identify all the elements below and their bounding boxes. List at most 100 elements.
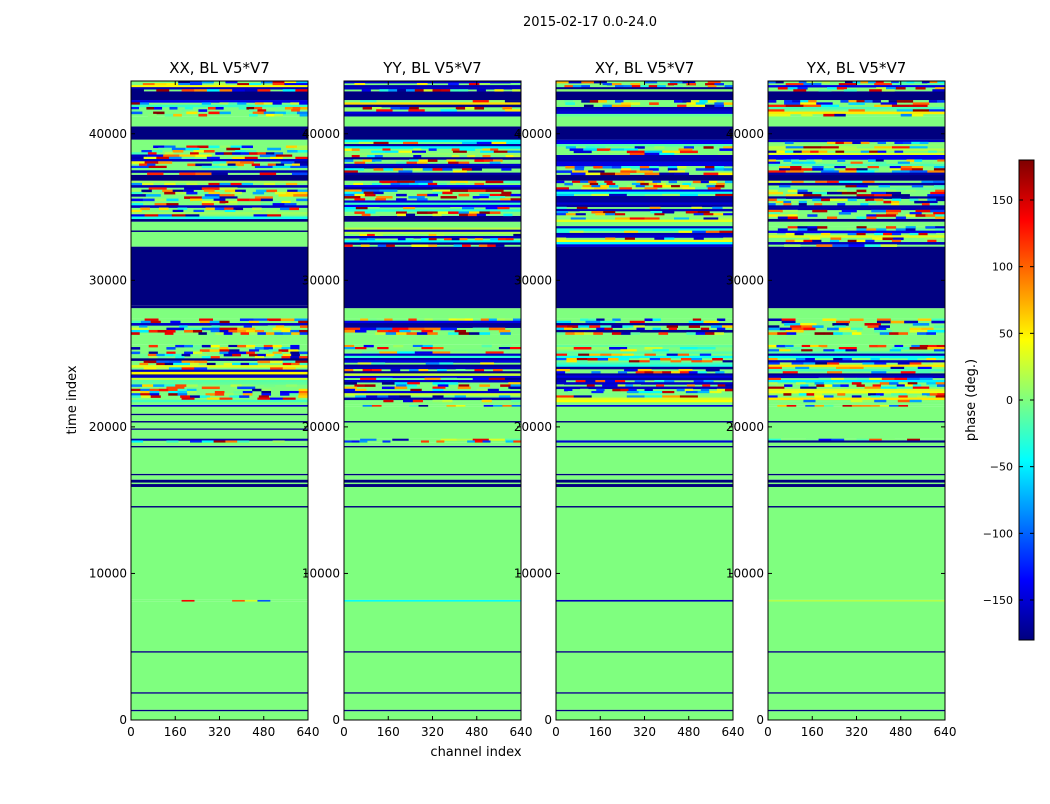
heatmap-band (344, 180, 521, 217)
x-tick-label: 640 (297, 725, 320, 739)
heatmap-band (556, 334, 733, 345)
heatmap-band (556, 139, 733, 176)
x-tick-label: 0 (127, 725, 135, 739)
heatmap-band (344, 601, 521, 652)
heatmap-image (556, 81, 733, 720)
heatmap-band (768, 482, 945, 485)
colorbar: −150 −100 −50 0 50 100 150 (983, 159, 1035, 641)
heatmap-band (556, 421, 733, 423)
heatmap-band (344, 479, 521, 483)
heatmap-band (768, 484, 945, 487)
heatmap-band (131, 415, 308, 422)
heatmap-band (344, 246, 521, 309)
heatmap-band (768, 479, 945, 483)
heatmap-band (131, 692, 308, 694)
colorbar-tick-label: 50 (999, 327, 1013, 340)
heatmap-band (556, 318, 733, 335)
x-tick-label: 640 (934, 725, 957, 739)
x-tick-label: 480 (889, 725, 912, 739)
x-tick-label: 0 (764, 725, 772, 739)
heatmap-band (556, 709, 733, 712)
heatmap-band (344, 139, 521, 176)
heatmap-band (556, 226, 733, 247)
heatmap-band (556, 180, 733, 199)
y-tick-label: 0 (332, 713, 340, 727)
heatmap-band (556, 198, 733, 222)
y-tick-label: 40000 (302, 127, 340, 141)
heatmap-band (556, 422, 733, 439)
plot-panels: XX, BL V5*V7 0 160 320 480 640 0 10000 20000 3000… (89, 59, 957, 739)
x-tick-label: 480 (465, 725, 488, 739)
heatmap-band (131, 221, 308, 231)
heatmap-image (768, 81, 945, 720)
heatmap-band (131, 100, 308, 117)
heatmap-band (344, 599, 521, 602)
heatmap-band (131, 126, 308, 140)
x-tick-label: 480 (677, 725, 700, 739)
heatmap-band (768, 406, 945, 422)
y-tick-label: 0 (756, 713, 764, 727)
heatmap-band (344, 651, 521, 653)
heatmap-band (556, 651, 733, 653)
heatmap-band (344, 422, 521, 439)
heatmap-band (131, 375, 308, 403)
heatmap-band (556, 475, 733, 480)
heatmap-band (768, 447, 945, 474)
heatmap-band (344, 445, 521, 448)
heatmap-band (556, 484, 733, 487)
heatmap-image (344, 81, 521, 720)
heatmap-band (768, 308, 945, 319)
heatmap-band (768, 91, 945, 101)
panel-2: XY, BL V5*V7 0 160 320 480 640 0 10000 20000 3000… (514, 59, 745, 739)
heatmap-band (344, 91, 521, 101)
heatmap-band (556, 693, 733, 710)
heatmap-band (768, 246, 945, 309)
heatmap-band (556, 601, 733, 652)
heatmap-band (556, 91, 733, 101)
heatmap-band (131, 507, 308, 600)
heatmap-band (131, 421, 308, 423)
heatmap-band (131, 447, 308, 474)
x-tick-label: 320 (633, 725, 656, 739)
heatmap-band (768, 473, 945, 476)
heatmap-band (768, 334, 945, 345)
heatmap-band (556, 486, 733, 507)
x-axis-label: channel index (430, 745, 521, 760)
heatmap-band (131, 599, 308, 602)
heatmap-band (131, 308, 308, 319)
heatmap-band (131, 413, 308, 416)
heatmap-band (768, 100, 945, 117)
heatmap-band (768, 180, 945, 220)
heatmap-band (131, 428, 308, 430)
heatmap-band (556, 473, 733, 476)
heatmap-band (556, 221, 733, 227)
heatmap-band (556, 438, 733, 443)
heatmap-band (768, 422, 945, 439)
heatmap-band (344, 116, 521, 127)
colorbar-label: phase (deg.) (964, 359, 979, 441)
y-tick-label: 20000 (302, 420, 340, 434)
heatmap-band (768, 218, 945, 222)
heatmap-band (131, 401, 308, 405)
heatmap-band (131, 693, 308, 710)
heatmap-band (344, 174, 521, 181)
heatmap-band (131, 442, 308, 446)
figure-suptitle: 2015-02-17 0.0-24.0 (523, 15, 657, 30)
heatmap-band (344, 475, 521, 480)
heatmap-band (556, 116, 733, 127)
heatmap-band (768, 139, 945, 176)
heatmap-band (768, 421, 945, 423)
heatmap-band (768, 318, 945, 335)
y-tick-label: 20000 (726, 420, 764, 434)
colorbar-tick-label: 150 (992, 194, 1013, 207)
heatmap-band (131, 422, 308, 429)
x-tick-label: 640 (510, 725, 533, 739)
heatmap-band (131, 218, 308, 222)
heatmap-band (344, 401, 521, 405)
heatmap-band (344, 447, 521, 474)
heatmap-band (131, 230, 308, 232)
heatmap-band (131, 506, 308, 508)
heatmap-band (768, 174, 945, 181)
